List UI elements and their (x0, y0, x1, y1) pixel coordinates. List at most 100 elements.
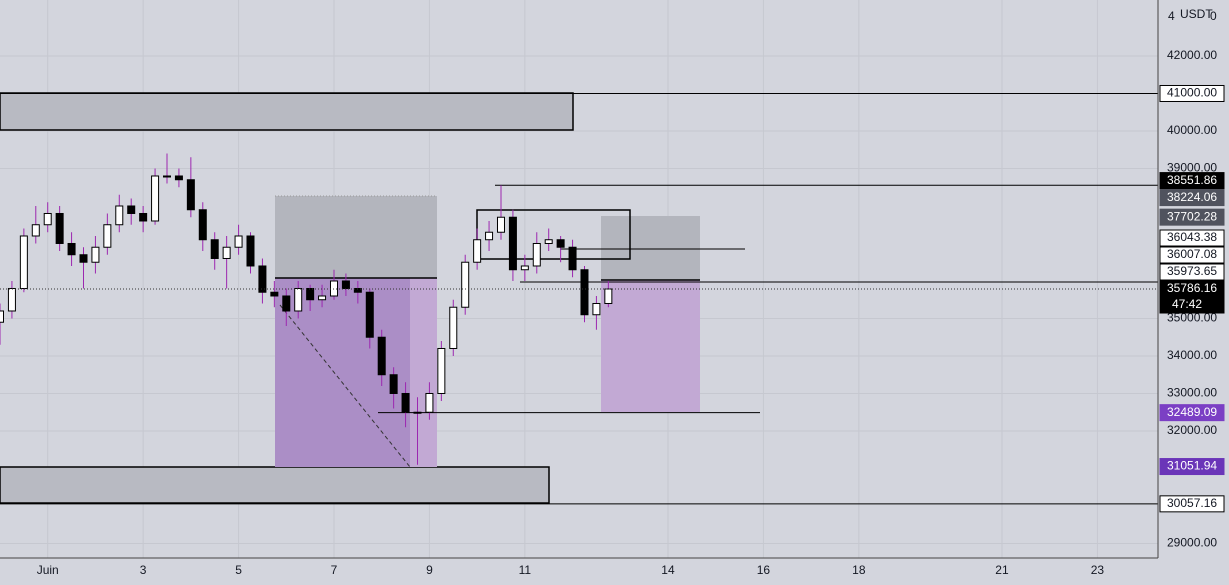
x-tick-label: 7 (331, 563, 338, 577)
candle-body (115, 205, 124, 226)
countdown: 47:42 (1172, 297, 1202, 311)
price-label: 38551.86 (1167, 173, 1217, 187)
price-label-box (1159, 189, 1225, 207)
price-label: 38224.06 (1167, 190, 1217, 204)
zone-box (0, 92, 574, 131)
price-label-box (1159, 280, 1225, 314)
candle-body (162, 175, 171, 178)
axes: 42000.00 40000.00 39000.00 35000.00 34000.00… (37, 48, 1225, 577)
candle-body (461, 261, 470, 308)
y-tick-label: 35000.00 (1167, 311, 1217, 325)
candle-body (473, 239, 482, 263)
x-tick-label: 5 (235, 563, 242, 577)
target-box (275, 196, 437, 278)
x-tick-label: 18 (852, 563, 866, 577)
x-tick-label: 11 (519, 563, 532, 577)
price-label: 41000.00 (1167, 86, 1217, 100)
price-label-box (1159, 458, 1225, 476)
candle-body (0, 310, 4, 323)
y-tick-label: 39000.00 (1167, 161, 1217, 175)
stop-box (601, 280, 700, 412)
candle-body (79, 254, 88, 263)
candle-body (210, 239, 219, 259)
y-tick-label: 34000.00 (1167, 348, 1217, 362)
candle-body (198, 209, 207, 241)
x-tick-label: 21 (995, 563, 1009, 577)
candle-body (437, 347, 446, 394)
price-label-box (1159, 172, 1225, 190)
candle-body (67, 242, 76, 256)
candle-body (580, 269, 589, 316)
candle-body (377, 336, 386, 376)
candle-body (544, 239, 553, 244)
x-tick-label: 9 (426, 563, 433, 577)
currency: USDT (1180, 7, 1213, 21)
candle-body (425, 392, 434, 413)
candle-body (7, 287, 16, 312)
candle-body (401, 392, 410, 413)
candle-body (496, 216, 505, 233)
candle-body (43, 212, 52, 226)
price-label: 35786.16 (1167, 281, 1217, 295)
candle-body (306, 287, 315, 301)
price-label-box (1159, 404, 1225, 422)
candle-body (508, 216, 517, 271)
candle-body (103, 224, 112, 248)
price-label: 36007.08 (1167, 247, 1217, 261)
candle-body (19, 235, 28, 289)
price-label: 37702.28 (1167, 209, 1217, 223)
candle-body (234, 235, 243, 248)
corner-text: 0 (1210, 9, 1217, 23)
candle-body (353, 287, 362, 293)
target-box (601, 216, 700, 280)
candle-body (174, 175, 183, 181)
price-label-box (1159, 208, 1225, 226)
price-label-box (1159, 246, 1225, 264)
candle-body (592, 302, 601, 316)
x-tick-label: 16 (757, 563, 771, 577)
candle-body (127, 205, 136, 214)
candle-body (55, 212, 64, 244)
x-tick-label: 14 (661, 563, 675, 577)
candle-body (151, 175, 160, 222)
candle-body (246, 235, 255, 267)
price-lines (0, 92, 1158, 505)
candle-body (341, 280, 350, 289)
x-tick-label: 23 (1091, 563, 1105, 577)
y-tick-label: 32000.00 (1167, 423, 1217, 437)
candle-body (270, 291, 279, 297)
candle-body (318, 295, 327, 301)
x-tick-label: Juin (37, 563, 59, 577)
y-tick-label: 40000.00 (1167, 123, 1217, 137)
y-tick-label: 33000.00 (1167, 386, 1217, 400)
candle-body (413, 411, 422, 414)
candle-body (222, 246, 231, 259)
candle-body (139, 212, 148, 222)
candle-body (365, 291, 374, 338)
candle-body (294, 287, 303, 312)
y-tick-label: 29000.00 (1167, 536, 1217, 550)
candle-body (485, 231, 494, 241)
price-label: 35973.65 (1167, 264, 1217, 278)
candle-body (282, 295, 291, 312)
candle-body (532, 242, 541, 267)
price-label: 36043.38 (1167, 230, 1217, 244)
candle-body (556, 239, 565, 248)
candle-body (91, 246, 100, 263)
candle-body (520, 265, 529, 271)
candle-body (449, 306, 458, 349)
price-label-box (1159, 84, 1225, 102)
corner-text: 4 (1168, 9, 1175, 23)
price-label: 30057.16 (1167, 496, 1217, 510)
price-label-box (1159, 263, 1225, 281)
price-label: 31051.94 (1167, 459, 1217, 473)
stop-box (410, 278, 437, 467)
x-tick-label: 3 (140, 563, 147, 577)
candle-body (568, 246, 577, 271)
y-tick-label: 42000.00 (1167, 48, 1217, 62)
candle-body (186, 179, 195, 211)
candle-body (329, 280, 338, 297)
zone-box (0, 466, 550, 504)
candle-body (389, 374, 398, 394)
